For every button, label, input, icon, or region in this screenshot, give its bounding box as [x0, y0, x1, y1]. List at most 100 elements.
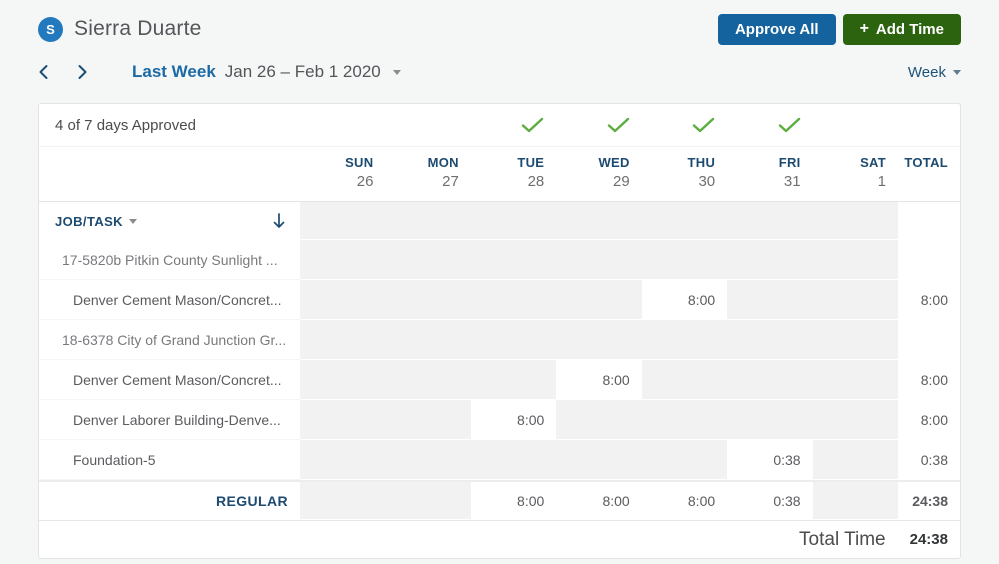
time-cell-sun[interactable]	[300, 400, 386, 440]
job-label: 17-5820b Pitkin County Sunlight ...	[39, 240, 300, 280]
approval-summary: 4 of 7 days Approved	[55, 116, 196, 134]
row-total	[898, 240, 960, 280]
add-time-label: Add Time	[875, 20, 944, 38]
jobtask-filler-cell	[470, 202, 557, 240]
time-cell-tue[interactable]	[470, 440, 557, 480]
regular-cell-wed: 8:00	[556, 482, 642, 520]
time-cell-sat[interactable]	[812, 240, 898, 280]
time-cell-thu[interactable]	[641, 360, 728, 400]
jobtask-filler-cell	[385, 202, 471, 240]
sort-descending-icon[interactable]	[272, 212, 286, 230]
time-cell-fri[interactable]	[727, 400, 813, 440]
day-header-row: SUN 26 MON 27 TUE 28 WED 29 THU 30 FRI 31 SAT 1 TOTAL	[39, 147, 960, 202]
jobtask-sort-label[interactable]: JOB/TASK	[55, 213, 123, 229]
day-header-mon: MON 27	[385, 147, 470, 201]
time-cell-wed[interactable]	[556, 280, 642, 320]
time-cell-thu[interactable]: 8:00	[641, 280, 728, 320]
time-cell-wed[interactable]	[556, 320, 642, 360]
regular-cell-sat	[812, 482, 898, 520]
time-cell-sat[interactable]	[812, 320, 898, 360]
jobtask-header-cell: JOB/TASK	[39, 202, 300, 240]
week-navigation: Last Week Jan 26 – Feb 1 2020 Week	[0, 50, 999, 94]
time-cell-wed[interactable]	[556, 400, 642, 440]
time-cell-tue[interactable]	[470, 240, 557, 280]
day-date-label: 30	[698, 173, 716, 190]
total-column-header: TOTAL	[904, 155, 948, 170]
previous-week-button[interactable]	[38, 64, 49, 80]
approved-check-icon	[607, 117, 629, 133]
task-row: Foundation-5 0:38 0:38	[39, 440, 960, 480]
day-date-label: 29	[613, 173, 630, 190]
time-cell-wed[interactable]	[556, 240, 642, 280]
view-selector[interactable]: Week	[908, 64, 961, 81]
time-cell-sat[interactable]	[812, 280, 898, 320]
day-header-thu: THU 30	[642, 147, 727, 201]
day-name-label: THU	[687, 155, 716, 170]
row-total: 8:00	[898, 400, 960, 440]
approved-check-icon	[778, 117, 800, 133]
approve-all-button[interactable]: Approve All	[717, 13, 836, 45]
caret-down-icon	[392, 69, 401, 75]
time-cell-sat[interactable]	[812, 440, 898, 480]
time-cell-thu[interactable]	[641, 400, 728, 440]
time-cell-fri[interactable]	[727, 280, 813, 320]
time-cell-mon[interactable]	[385, 400, 471, 440]
time-cell-sun[interactable]	[300, 440, 386, 480]
jobtask-filler-cell	[556, 202, 642, 240]
jobtask-header-row: JOB/TASK	[39, 202, 960, 240]
row-total	[898, 320, 960, 360]
time-cell-wed[interactable]: 8:00	[556, 360, 642, 400]
day-name-label: TUE	[517, 155, 545, 170]
time-cell-sun[interactable]	[300, 280, 386, 320]
approved-check-icon	[692, 117, 715, 133]
regular-cell-fri: 0:38	[727, 482, 813, 520]
job-row: 17-5820b Pitkin County Sunlight ...	[39, 240, 960, 280]
day-date-label: 26	[356, 173, 374, 190]
time-cell-tue[interactable]	[470, 320, 557, 360]
time-cell-sat[interactable]	[812, 360, 898, 400]
task-label: Foundation-5	[39, 440, 300, 480]
time-cell-mon[interactable]	[385, 360, 471, 400]
period-range[interactable]: Jan 26 – Feb 1 2020	[224, 62, 381, 81]
task-row: Denver Cement Mason/Concret... 8:00 8:00	[39, 280, 960, 320]
regular-cell-tue: 8:00	[470, 482, 557, 520]
time-cell-tue[interactable]: 8:00	[470, 400, 557, 440]
time-cell-sun[interactable]	[300, 320, 386, 360]
next-week-button[interactable]	[77, 64, 88, 80]
task-label: Denver Laborer Building-Denve...	[39, 400, 300, 440]
time-cell-mon[interactable]	[385, 320, 471, 360]
time-cell-sat[interactable]	[812, 400, 898, 440]
period-label[interactable]: Last Week	[132, 62, 216, 81]
add-time-button[interactable]: + Add Time	[842, 13, 961, 45]
time-cell-tue[interactable]	[470, 280, 557, 320]
timesheet-rows: 17-5820b Pitkin County Sunlight ... Denve…	[39, 240, 960, 480]
time-cell-thu[interactable]	[641, 320, 728, 360]
task-row: Denver Cement Mason/Concret... 8:00 8:00	[39, 360, 960, 400]
time-cell-thu[interactable]	[641, 240, 728, 280]
day-header-tue: TUE 28	[471, 147, 556, 201]
timesheet-card: 4 of 7 days Approved SUN 26 MON 27 TUE 28 WED 2…	[38, 103, 961, 559]
regular-cell-sun	[300, 482, 386, 520]
day-name-label: MON	[427, 155, 459, 170]
regular-total: 24:38	[898, 482, 960, 520]
time-cell-wed[interactable]	[556, 440, 642, 480]
time-cell-mon[interactable]	[385, 440, 471, 480]
time-cell-tue[interactable]	[470, 360, 557, 400]
time-cell-fri[interactable]	[727, 360, 813, 400]
time-cell-thu[interactable]	[641, 440, 728, 480]
time-cell-fri[interactable]	[727, 240, 813, 280]
user-header: S Sierra Duarte	[38, 16, 202, 42]
time-cell-mon[interactable]	[385, 280, 471, 320]
caret-down-icon	[953, 69, 961, 75]
time-cell-mon[interactable]	[385, 240, 471, 280]
day-header-corner	[39, 147, 300, 201]
page-title-username: Sierra Duarte	[74, 17, 202, 40]
jobtask-total-filler	[898, 202, 960, 240]
time-cell-sun[interactable]	[300, 360, 386, 400]
time-cell-fri[interactable]	[727, 320, 813, 360]
regular-cell-thu: 8:00	[641, 482, 728, 520]
regular-cell-mon	[385, 482, 471, 520]
time-cell-sun[interactable]	[300, 240, 386, 280]
time-cell-fri[interactable]: 0:38	[727, 440, 813, 480]
task-label: Denver Cement Mason/Concret...	[39, 280, 300, 320]
